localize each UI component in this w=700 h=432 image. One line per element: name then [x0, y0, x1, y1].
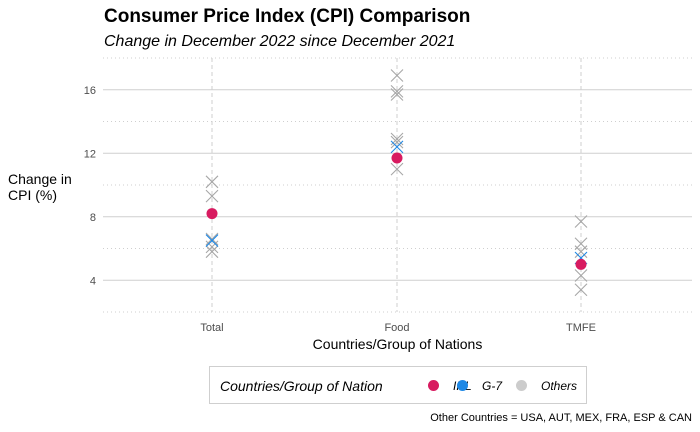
cross-stroke [574, 215, 588, 228]
legend-label-g7: G-7 [482, 379, 503, 393]
legend: Countries/Group of Nation IRL G-7 Others [209, 366, 587, 404]
footnote: Other Countries = USA, AUT, MEX, FRA, ES… [430, 412, 692, 424]
point-others [574, 215, 588, 228]
cross-stroke [205, 189, 219, 203]
point-others [574, 269, 588, 282]
point-others [205, 240, 219, 254]
x-tick-label: TMFE [566, 322, 596, 334]
y-tick-label: 4 [90, 275, 96, 287]
point-irl [575, 258, 587, 270]
cross-stroke [574, 245, 588, 259]
point-others [390, 69, 404, 82]
data-points [205, 69, 588, 297]
cross-stroke [390, 88, 404, 101]
cross-stroke [390, 162, 404, 176]
cross-stroke [205, 175, 219, 189]
legend-dot-others [516, 380, 527, 391]
point-others [574, 283, 588, 297]
x-tick-label: Food [384, 322, 409, 334]
cross-stroke [205, 234, 219, 247]
grid [103, 57, 692, 313]
point-others [390, 162, 404, 176]
cross-stroke [390, 84, 404, 98]
cross-stroke [205, 245, 219, 259]
legend-title: Countries/Group of Nation [220, 378, 383, 394]
point-irl [391, 152, 403, 164]
chart-title: Consumer Price Index (CPI) Comparison [104, 6, 471, 27]
cross-stroke [205, 240, 219, 254]
cross-stroke [390, 140, 404, 154]
point-others [390, 135, 404, 149]
point-others [205, 245, 219, 259]
point-others [390, 88, 404, 101]
y-tick-label: 8 [90, 212, 96, 224]
chart-subtitle: Change in December 2022 since December 2… [104, 33, 456, 50]
cross-stroke [574, 269, 588, 282]
point-irl [206, 208, 218, 220]
point-others [390, 84, 404, 98]
legend-label-others: Others [541, 379, 578, 393]
legend-dot-irl [428, 380, 439, 391]
point-g7 [390, 140, 404, 154]
y-tick-label: 16 [84, 85, 96, 97]
axis-ticks: 4 8 12 16 Total Food TMFE [84, 85, 596, 334]
y-tick-label: 12 [84, 148, 96, 160]
x-axis-label: Countries/Group of Nations [312, 336, 483, 352]
point-others [205, 189, 219, 203]
y-axis-label: Change in CPI (%) [8, 171, 72, 203]
cross-stroke [390, 69, 404, 82]
point-g7 [205, 234, 219, 247]
point-others [574, 245, 588, 259]
cross-stroke [574, 283, 588, 297]
legend-dot-g7 [457, 380, 468, 391]
point-others [205, 175, 219, 189]
x-tick-label: Total [200, 322, 223, 334]
cross-stroke [390, 135, 404, 149]
